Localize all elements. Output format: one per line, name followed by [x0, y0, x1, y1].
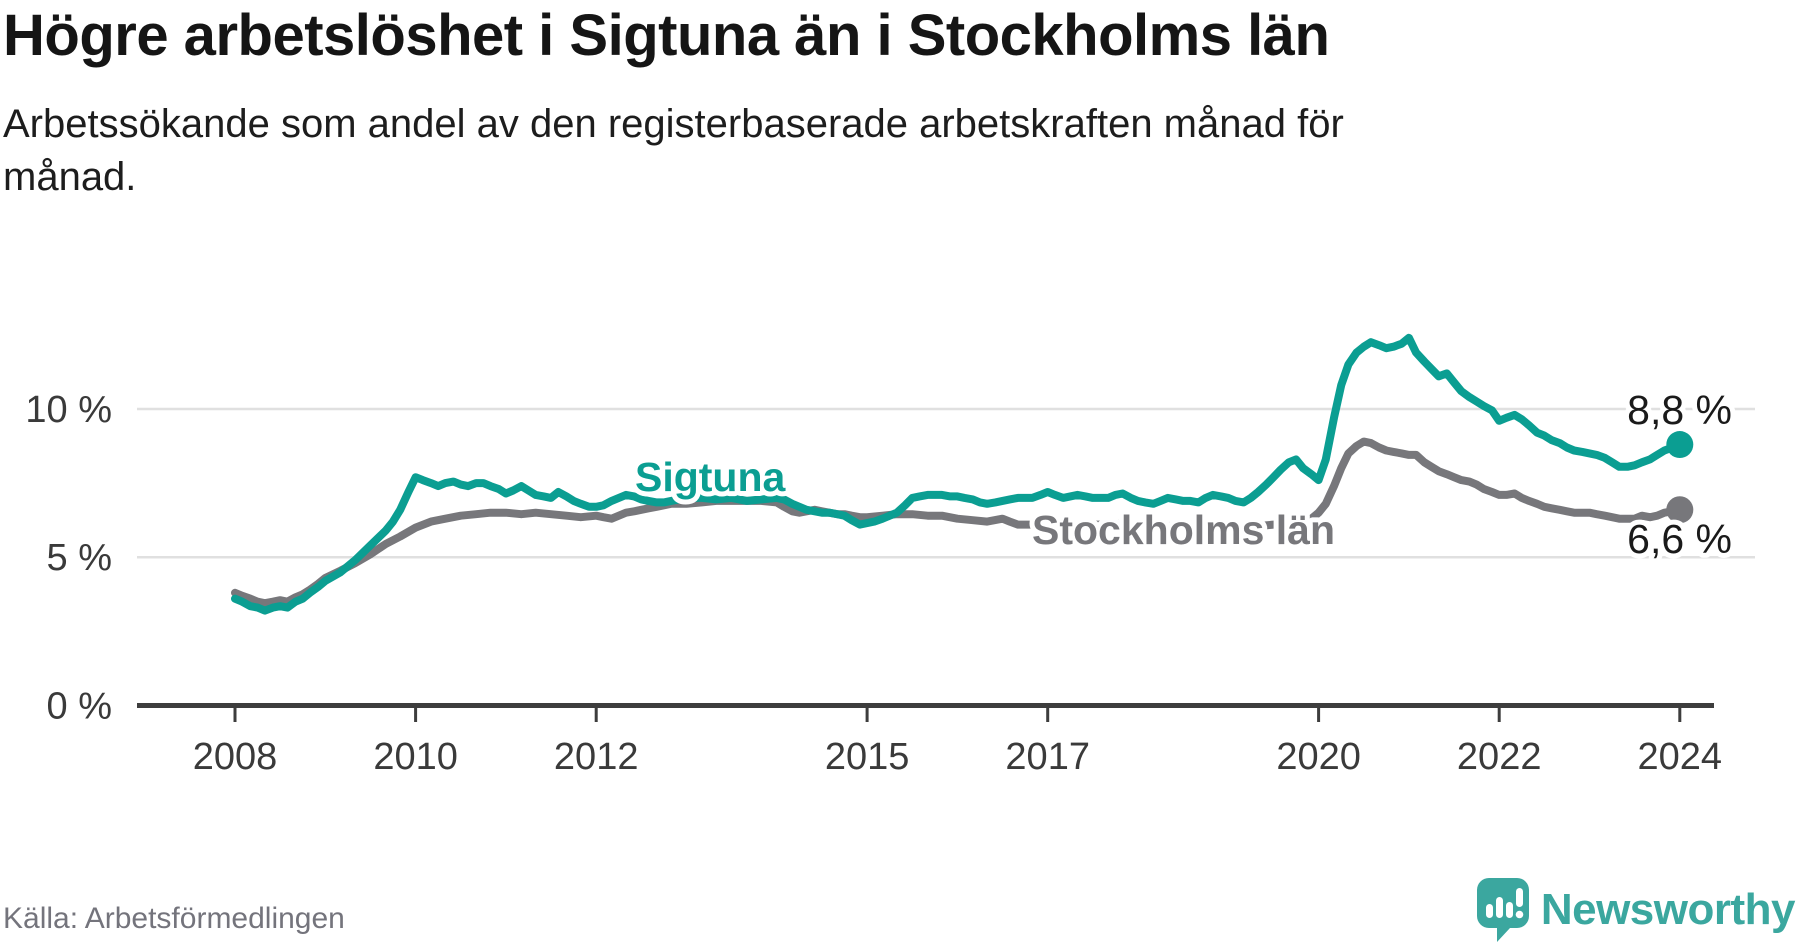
series-end-dot	[1666, 496, 1694, 524]
end-value-label-stockholms-lan: 6,6 %	[1627, 516, 1732, 562]
chart-subtitle: Arbetssökande som andel av den registerb…	[3, 102, 1344, 199]
y-axis-label: 0 %	[47, 686, 112, 728]
x-axis-label: 2024	[1638, 736, 1723, 778]
y-axis-label: 5 %	[47, 537, 112, 579]
y-axis-label: 10 %	[25, 389, 112, 431]
series-end-dot	[1666, 431, 1694, 459]
newsworthy-logo-icon	[1476, 878, 1529, 942]
end-value-label-sigtuna: 8,8 %	[1627, 387, 1732, 433]
newsworthy-brand-text: Newsworthy	[1540, 885, 1796, 934]
series-line-stockholms-l-n	[231, 437, 1684, 608]
source-note: Källa: Arbetsförmedlingen	[3, 902, 345, 935]
x-axis-label: 2008	[193, 736, 278, 778]
chart-text-labels: Sigtuna Stockholms län 8,8 % 6,6 %	[630, 382, 1737, 567]
series-label-sigtuna: Sigtuna	[635, 454, 787, 500]
x-axis-label: 2020	[1276, 736, 1361, 778]
x-axis-label: 2022	[1457, 736, 1542, 778]
x-axis-label: 2015	[825, 736, 910, 778]
x-axis-label: 2012	[554, 736, 639, 778]
x-axis-label: 2017	[1005, 736, 1090, 778]
axis-labels: 0 % 5 % 10 % 2008 2010 2012 2015 2017 2020 2022 20…	[25, 389, 1722, 778]
series-line-sigtuna	[231, 333, 1684, 615]
x-axis-ticks	[233, 708, 1682, 722]
x-axis-label: 2010	[373, 736, 458, 778]
page-title: Högre arbetslöshet i Sigtuna än i Stockh…	[3, 3, 1330, 68]
newsworthy-brand: Newsworthy	[1476, 878, 1796, 942]
series-label-stockholms-lan: Stockholms län	[1032, 507, 1335, 553]
series-lines	[231, 333, 1694, 615]
